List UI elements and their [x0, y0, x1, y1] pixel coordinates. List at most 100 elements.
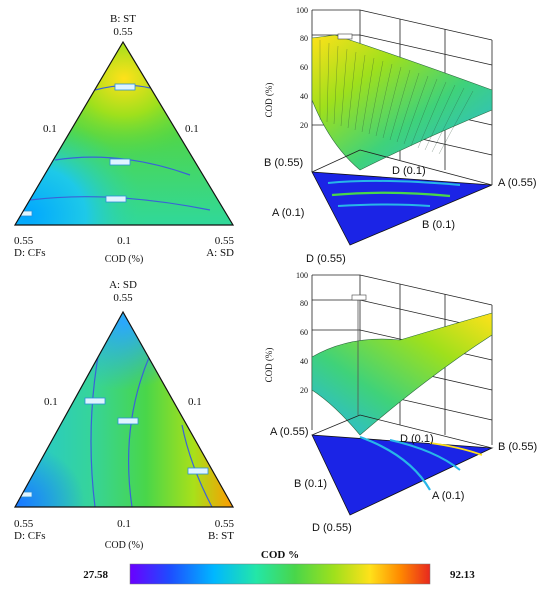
mesh-line [424, 84, 456, 151]
z-tick: 60 [300, 63, 308, 72]
axis-label: B (0.1) [422, 219, 455, 231]
z-tick: 60 [300, 328, 308, 337]
z-axis-ticks: 100 80 60 40 20 [296, 271, 308, 395]
contour-label-box [109, 158, 131, 166]
ternary-plot-top: B: ST 0.55 0.1 0.1 0.55 D: CFs 0.1 0.55 … [0, 0, 250, 270]
colorbar: COD % 27.58 92.13 [0, 540, 550, 590]
ternary-x-label: COD (%) [105, 540, 144, 550]
floor-contour [337, 203, 431, 207]
axis-label: D (0.55) [312, 522, 352, 534]
axis-label: D (0.55) [306, 253, 346, 265]
z-axis-ticks: 100 80 60 40 20 [296, 6, 308, 130]
surface-floor [311, 171, 493, 246]
surface-mesh [311, 34, 493, 171]
contour-label-box [84, 397, 106, 405]
surface-axis [311, 149, 361, 173]
z-tick: 20 [300, 121, 308, 130]
colorbar-min-label: 27.58 [83, 569, 108, 581]
bottom-left-name: D: CFs [14, 530, 46, 542]
contour-line [127, 354, 151, 507]
right-mid-tick: 0.1 [185, 123, 199, 135]
ternary-plot-bottom-svg: A: SD 0.55 0.1 0.1 0.55 D: CFs 0.1 0.55 … [13, 279, 235, 551]
floor-contour [359, 435, 431, 491]
mesh-line [403, 75, 429, 145]
mesh-line [361, 57, 375, 133]
mesh-line [389, 69, 411, 141]
surface-plot-top-svg: 100 80 60 40 20 COD (%) B (0.55) D (0.1)… [264, 6, 537, 265]
mesh-line [368, 60, 384, 135]
top-vertex-name: A: SD [109, 279, 137, 291]
floor-contour [389, 439, 461, 471]
floor-contour [331, 191, 451, 198]
axis-label: A (0.1) [272, 207, 304, 219]
axis-label: B (0.1) [294, 478, 327, 490]
contour-label-box [114, 83, 136, 91]
colorbar-max-label: 92.13 [450, 569, 475, 581]
mesh-line [354, 54, 366, 131]
ternary-top-outline [13, 40, 235, 226]
mesh-line [326, 42, 330, 123]
z-tick: 80 [300, 299, 308, 308]
axis-label: A (0.55) [498, 177, 537, 189]
bottom-right-value: 0.55 [215, 518, 235, 530]
ternary-plot-top-svg: B: ST 0.55 0.1 0.1 0.55 D: CFs 0.1 0.55 … [13, 13, 235, 265]
contour-label-box [17, 491, 33, 498]
contour-line [90, 344, 101, 507]
mesh-line [410, 78, 438, 147]
colorbar-gradient [129, 563, 431, 585]
axis-label: A (0.55) [270, 426, 309, 438]
left-mid-tick: 0.1 [44, 396, 58, 408]
contour-label-box [117, 417, 139, 425]
surface-axis [311, 414, 361, 436]
bottom-left-value: 0.55 [14, 518, 34, 530]
ternary-top-fill [15, 42, 233, 225]
z-tick: 100 [296, 271, 308, 280]
mesh-line [347, 51, 357, 129]
axis-label: B (0.55) [498, 441, 537, 453]
mesh-line [375, 63, 393, 137]
top-vertex-name: B: ST [110, 13, 136, 25]
axis-label: D (0.1) [400, 433, 434, 445]
ternary-bottom-outline [13, 310, 235, 508]
z-axis-label: COD (%) [264, 83, 274, 118]
contour-line [181, 424, 213, 507]
colorbar-svg: COD % 27.58 92.13 [83, 549, 475, 585]
bottom-left-name: D: CFs [14, 247, 46, 259]
surface-label-box [351, 294, 367, 301]
surface-grid [319, 40, 474, 155]
mesh-line [396, 72, 420, 143]
colorbar-title: COD % [261, 549, 299, 561]
surface-plot-bottom-svg: 100 80 60 40 20 COD (%) A (0.55) D (0.1)… [264, 271, 537, 534]
surface-plot-top: 100 80 60 40 20 COD (%) B (0.55) D (0.1)… [260, 0, 550, 270]
z-tick: 80 [300, 34, 308, 43]
z-axis-label: COD (%) [264, 348, 274, 383]
axis-label: B (0.55) [264, 157, 303, 169]
z-tick: 40 [300, 92, 308, 101]
bottom-mid-tick: 0.1 [117, 235, 131, 247]
axis-label: D (0.1) [392, 165, 426, 177]
axis-label: A (0.1) [432, 490, 464, 502]
left-mid-tick: 0.1 [43, 123, 57, 135]
mesh-line [431, 87, 465, 153]
ternary-bottom-fill [15, 312, 233, 507]
contour-label-box [105, 195, 127, 203]
z-tick: 40 [300, 357, 308, 366]
bottom-mid-tick: 0.1 [117, 518, 131, 530]
surface-axis [359, 414, 493, 449]
surface-floor [311, 434, 494, 516]
ternary-plot-bottom: A: SD 0.55 0.1 0.1 0.55 D: CFs 0.1 0.55 … [0, 275, 250, 551]
top-vertex-value: 0.55 [113, 292, 133, 304]
mesh-line [382, 66, 402, 139]
mesh-line [333, 45, 339, 125]
surface-plot-bottom: 100 80 60 40 20 COD (%) A (0.55) D (0.1)… [260, 265, 550, 540]
contour-label-box [187, 467, 209, 475]
bottom-left-value: 0.55 [14, 235, 34, 247]
floor-contour [327, 179, 461, 186]
ternary-x-label: COD (%) [105, 254, 144, 265]
top-vertex-value: 0.55 [113, 26, 133, 38]
z-tick: 100 [296, 6, 308, 15]
bottom-right-value: 0.55 [215, 235, 235, 247]
right-mid-tick: 0.1 [188, 396, 202, 408]
surface-mesh [311, 312, 493, 436]
floor-contour [429, 442, 483, 456]
